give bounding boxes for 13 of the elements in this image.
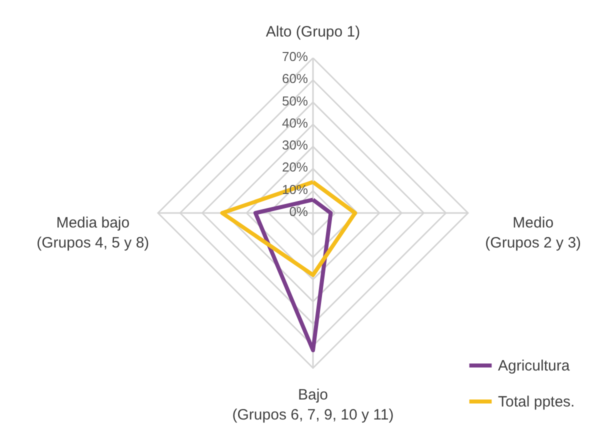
y-tick-label: 30%	[282, 138, 308, 153]
y-tick-label: 20%	[282, 160, 308, 175]
legend-label: Total pptes.	[498, 394, 575, 410]
y-tick-label: 60%	[282, 71, 308, 86]
legend-label: Agricultura	[498, 358, 570, 374]
spoke-label: Medio (Grupos 2 y 3)	[485, 214, 582, 252]
y-tick-label: 0%	[289, 204, 308, 219]
spoke-label: Alto (Grupo 1)	[266, 24, 360, 41]
y-tick-label: 40%	[282, 115, 308, 130]
y-tick-label: 50%	[282, 93, 308, 108]
y-tick-label: 70%	[282, 49, 308, 64]
spoke-label: Media bajo (Grupos 4, 5 y 8)	[36, 214, 150, 252]
spoke-label: Bajo (Grupos 6, 7, 9, 10 y 11)	[232, 386, 394, 424]
